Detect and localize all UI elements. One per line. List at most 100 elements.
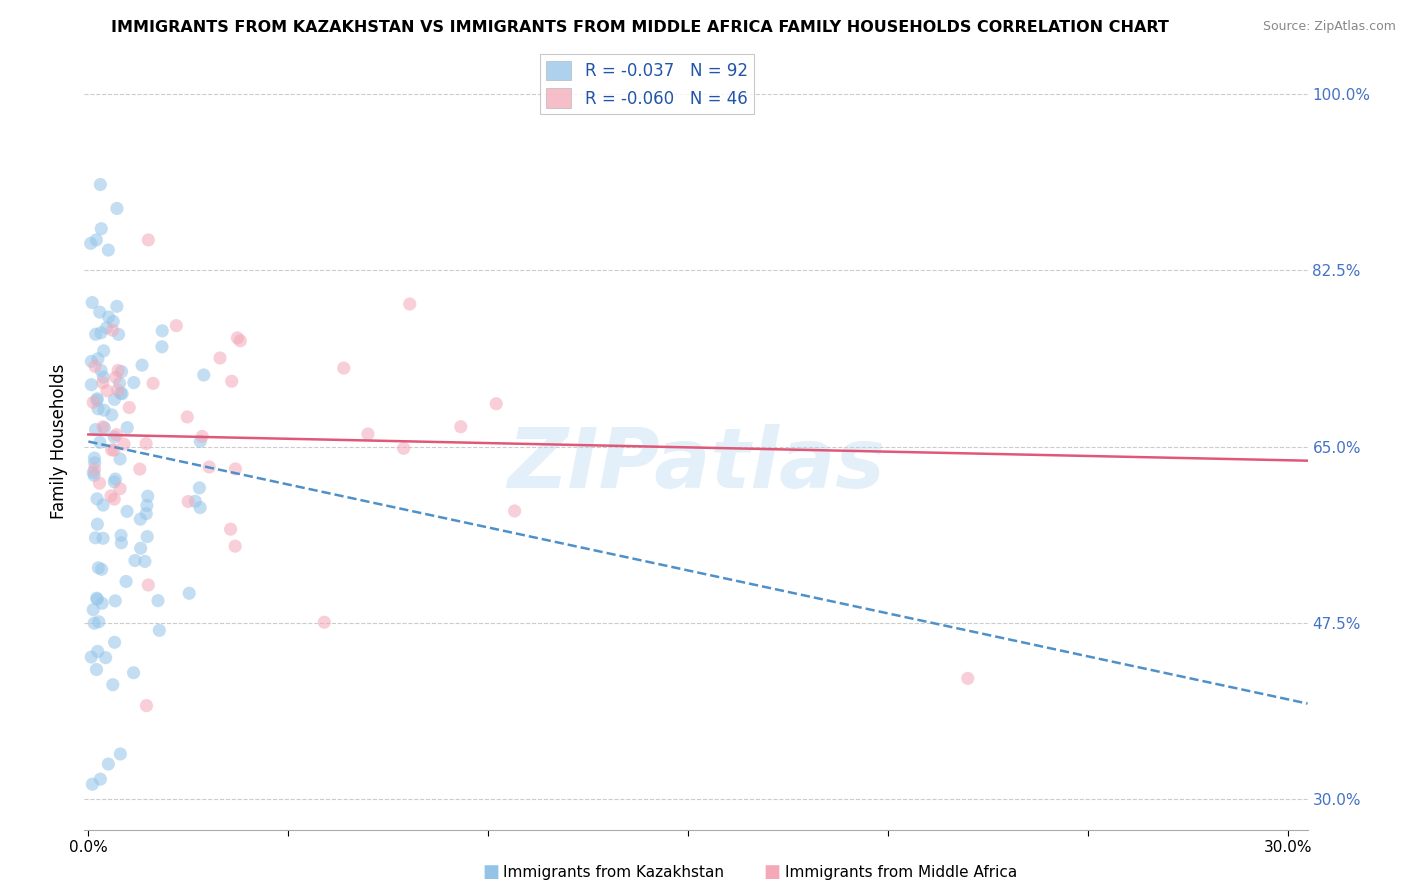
Text: IMMIGRANTS FROM KAZAKHSTAN VS IMMIGRANTS FROM MIDDLE AFRICA FAMILY HOUSEHOLDS CO: IMMIGRANTS FROM KAZAKHSTAN VS IMMIGRANTS… bbox=[111, 20, 1168, 35]
Point bbox=[87, 561, 110, 575]
Text: Source: ZipAtlas.com: Source: ZipAtlas.com bbox=[1263, 20, 1396, 33]
Point bbox=[86, 644, 108, 658]
Point bbox=[86, 491, 108, 506]
Point bbox=[97, 243, 120, 257]
Point bbox=[117, 420, 139, 434]
Point bbox=[90, 221, 112, 235]
Point bbox=[100, 489, 122, 503]
Point bbox=[83, 462, 105, 476]
Point bbox=[357, 427, 380, 442]
Point bbox=[86, 592, 108, 607]
Point bbox=[122, 665, 145, 680]
Point bbox=[135, 507, 157, 521]
Point bbox=[107, 327, 129, 342]
Point bbox=[105, 202, 128, 216]
Point bbox=[110, 365, 132, 379]
Point bbox=[105, 299, 128, 313]
Point bbox=[184, 494, 207, 508]
Point bbox=[82, 602, 104, 616]
Point bbox=[129, 512, 152, 526]
Point bbox=[87, 351, 110, 366]
Point bbox=[103, 492, 125, 507]
Point bbox=[91, 498, 114, 512]
Point bbox=[103, 392, 125, 407]
Point bbox=[97, 310, 120, 324]
Point bbox=[188, 500, 211, 515]
Point bbox=[90, 363, 112, 377]
Point bbox=[103, 443, 125, 458]
Point bbox=[86, 591, 108, 606]
Point bbox=[93, 343, 115, 358]
Point bbox=[80, 354, 103, 368]
Point bbox=[224, 462, 246, 476]
Point bbox=[104, 370, 127, 384]
Point bbox=[112, 437, 135, 451]
Point bbox=[96, 384, 118, 398]
Point bbox=[103, 314, 125, 328]
Point bbox=[136, 578, 159, 592]
Point bbox=[89, 772, 111, 787]
Point bbox=[165, 318, 187, 333]
Point bbox=[115, 574, 138, 589]
Point bbox=[84, 423, 107, 437]
Point bbox=[122, 376, 145, 390]
Legend: R = -0.037   N = 92, R = -0.060   N = 46: R = -0.037 N = 92, R = -0.060 N = 46 bbox=[540, 54, 755, 114]
Point bbox=[314, 615, 336, 630]
Point bbox=[93, 403, 115, 417]
Point bbox=[80, 650, 103, 665]
Point bbox=[146, 593, 169, 607]
Point bbox=[89, 305, 111, 319]
Point bbox=[84, 531, 107, 545]
Point bbox=[108, 376, 131, 391]
Text: ■: ■ bbox=[763, 863, 780, 881]
Point bbox=[107, 363, 129, 377]
Point bbox=[142, 376, 165, 391]
Text: Immigrants from Kazakhstan: Immigrants from Kazakhstan bbox=[503, 865, 724, 880]
Point bbox=[91, 419, 114, 434]
Point bbox=[90, 562, 112, 576]
Point bbox=[208, 351, 231, 365]
Point bbox=[108, 451, 131, 466]
Point bbox=[129, 541, 152, 556]
Point bbox=[82, 466, 104, 480]
Point bbox=[82, 777, 104, 791]
Point bbox=[124, 553, 146, 567]
Point bbox=[83, 451, 105, 466]
Point bbox=[131, 358, 153, 372]
Point bbox=[135, 698, 157, 713]
Point bbox=[84, 359, 107, 374]
Point bbox=[135, 436, 157, 450]
Point bbox=[226, 331, 249, 345]
Point bbox=[100, 408, 122, 422]
Point bbox=[107, 383, 129, 397]
Point bbox=[392, 442, 415, 456]
Point bbox=[150, 324, 173, 338]
Point bbox=[219, 522, 242, 536]
Point bbox=[110, 747, 132, 761]
Point bbox=[97, 757, 120, 772]
Point bbox=[136, 489, 159, 503]
Text: ZIPatlas: ZIPatlas bbox=[508, 425, 884, 506]
Point bbox=[86, 517, 108, 532]
Point bbox=[103, 475, 125, 489]
Point bbox=[179, 586, 201, 600]
Point bbox=[398, 297, 420, 311]
Y-axis label: Family Households: Family Households bbox=[51, 364, 69, 519]
Point bbox=[101, 323, 124, 337]
Point bbox=[198, 460, 221, 475]
Point bbox=[80, 377, 103, 392]
Point bbox=[93, 370, 115, 384]
Point bbox=[93, 421, 115, 435]
Point bbox=[224, 539, 246, 553]
Point bbox=[450, 419, 472, 434]
Point bbox=[90, 326, 112, 340]
Point bbox=[111, 386, 134, 401]
Point bbox=[110, 528, 132, 542]
Point bbox=[86, 663, 108, 677]
Point bbox=[87, 401, 110, 416]
Point bbox=[100, 442, 122, 457]
Point bbox=[134, 554, 156, 568]
Point bbox=[136, 233, 159, 247]
Point bbox=[193, 368, 215, 382]
Point bbox=[103, 430, 125, 444]
